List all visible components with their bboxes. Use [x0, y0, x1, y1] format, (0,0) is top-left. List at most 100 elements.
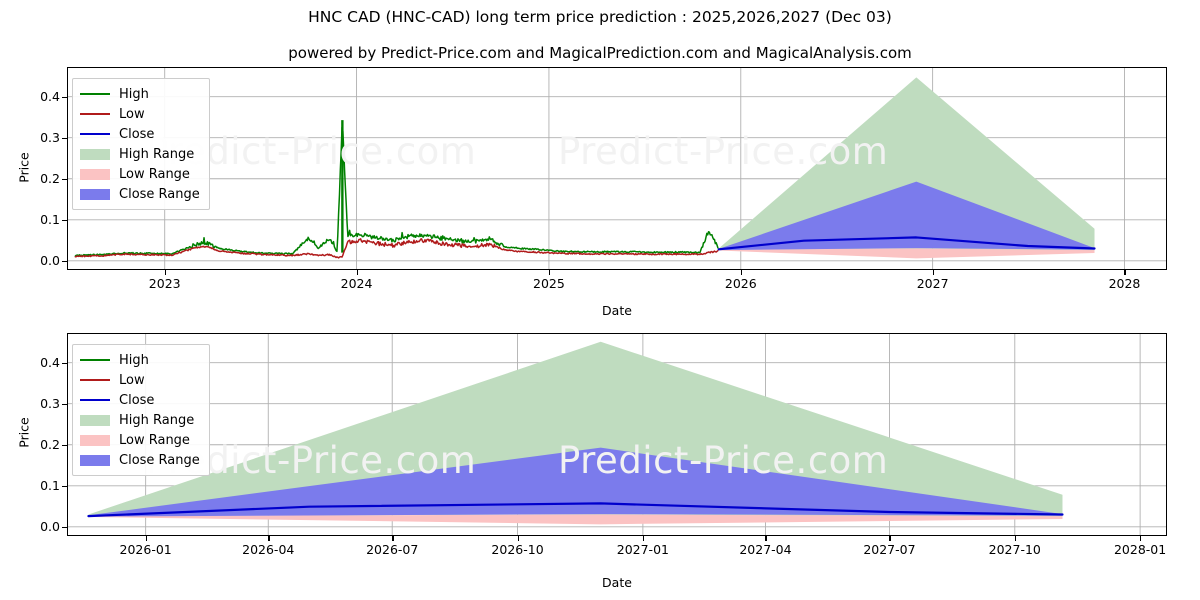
legend-label: Close: [119, 126, 155, 142]
bottom-y-axis-label: Price: [16, 417, 32, 448]
y-tick-mark: [62, 260, 67, 263]
legend-label: Close Range: [119, 452, 200, 468]
x-tick-label: 2028-01: [1113, 542, 1167, 557]
legend-item-high[interactable]: High: [80, 350, 200, 370]
legend-swatch-line: [80, 133, 110, 135]
x-tick-mark: [145, 536, 147, 541]
x-tick-label: 2026: [724, 276, 757, 291]
legend-item-high[interactable]: High: [80, 84, 200, 104]
y-tick-label: 0.1: [40, 211, 60, 227]
legend-swatch-line: [80, 113, 110, 115]
legend-label: Low: [119, 372, 145, 388]
x-tick-label: 2025: [533, 276, 565, 291]
bottom-chart-panel: Price 0.0 0.1 0.2 0.3 0.4 2026-01 2026-04 2026…: [0, 320, 1200, 600]
x-tick-mark: [268, 536, 270, 541]
x-tick-label: 2027-04: [739, 542, 792, 557]
x-tick-label: 2027-10: [988, 542, 1041, 557]
bottom-legend: High Low Close High Range Low Range Close Ran…: [72, 344, 210, 476]
top-chart-panel: Price 0.0 0.1 0.2 0.3 0.4 2023 2024 2025 2026 20…: [16, 67, 1167, 318]
legend-item-low[interactable]: Low: [80, 370, 200, 390]
y-tick-label: 0.3: [40, 129, 60, 145]
legend-item-close[interactable]: Close: [80, 390, 200, 410]
x-tick-mark: [642, 536, 645, 541]
watermark-right-2: Predict-Price.com: [558, 439, 889, 482]
x-tick-label: 2026-10: [491, 542, 544, 557]
y-tick-mark: [62, 219, 67, 222]
x-tick-mark: [164, 270, 166, 275]
legend-label: High Range: [119, 412, 195, 428]
watermark-right: Predict-Price.com: [558, 130, 889, 173]
legend-item-high-range[interactable]: High Range: [80, 144, 200, 164]
y-tick-mark: [62, 178, 67, 181]
y-tick-label: 0.4: [40, 88, 60, 104]
y-tick-mark: [62, 96, 67, 98]
y-tick-label: 0.4: [40, 354, 60, 370]
legend-item-close-range[interactable]: Close Range: [80, 184, 200, 204]
legend-item-close[interactable]: Close: [80, 124, 200, 144]
legend-swatch-patch: [80, 168, 110, 180]
x-tick-mark: [740, 270, 743, 275]
legend-item-close-range[interactable]: Close Range: [80, 450, 200, 470]
x-tick-mark: [765, 536, 767, 541]
y-tick-label: 0.2: [40, 170, 60, 186]
legend-label: Low Range: [119, 166, 190, 182]
top-plot-svg: [68, 68, 1166, 269]
y-tick-mark: [62, 137, 67, 140]
x-tick-mark: [932, 270, 934, 275]
x-tick-label: 2026-07: [366, 542, 419, 557]
y-tick-label: 0.2: [40, 436, 60, 452]
x-tick-mark: [392, 536, 394, 541]
x-tick-label: 2023: [148, 276, 181, 291]
x-tick-mark: [889, 536, 891, 541]
x-tick-mark: [517, 536, 519, 541]
legend-label: High Range: [119, 146, 195, 162]
x-tick-mark: [548, 270, 551, 275]
y-tick-label: 0.0: [40, 252, 60, 268]
x-tick-mark: [356, 270, 358, 275]
legend-item-high-range[interactable]: High Range: [80, 410, 200, 430]
bottom-plot-svg: [68, 334, 1166, 535]
bottom-x-axis-label: Date: [602, 575, 632, 590]
page-subtitle: powered by Predict-Price.com and Magical…: [288, 44, 912, 62]
legend-item-low[interactable]: Low: [80, 104, 200, 124]
x-tick-label: 2026-01: [119, 542, 172, 557]
x-tick-label: 2026-04: [242, 542, 295, 557]
y-tick-mark: [62, 485, 67, 488]
legend-swatch-line: [80, 379, 110, 381]
legend-label: Low Range: [119, 432, 190, 448]
y-tick-mark: [62, 526, 67, 529]
legend-swatch-patch: [80, 414, 110, 426]
legend-swatch-line: [80, 93, 110, 95]
legend-label: Close: [119, 392, 155, 408]
page-title: HNC CAD (HNC-CAD) long term price predic…: [308, 8, 892, 26]
legend-item-low-range[interactable]: Low Range: [80, 430, 200, 450]
x-tick-mark: [1124, 270, 1126, 275]
x-tick-label: 2028: [1108, 276, 1141, 291]
y-tick-mark: [62, 403, 67, 406]
top-legend: High Low Close High Range Low Range Close Ran…: [72, 78, 210, 210]
y-tick-mark: [62, 444, 67, 447]
x-tick-label: 2027: [916, 276, 949, 291]
y-tick-label: 0.0: [40, 518, 60, 534]
x-tick-mark: [1140, 536, 1142, 541]
legend-swatch-patch: [80, 454, 110, 466]
legend-swatch-patch: [80, 148, 110, 160]
legend-label: Low: [119, 106, 145, 122]
y-tick-mark: [62, 362, 67, 364]
legend-label: High: [119, 86, 149, 102]
top-plot-frame: Predict-Price.com Predict-Price.com: [67, 67, 1167, 270]
x-tick-mark: [1014, 536, 1017, 541]
bottom-plot-frame: Predict-Price.com Predict-Price.com: [67, 333, 1167, 536]
legend-item-low-range[interactable]: Low Range: [80, 164, 200, 184]
legend-swatch-patch: [80, 188, 110, 200]
top-y-axis-label: Price: [16, 152, 32, 183]
legend-label: Close Range: [119, 186, 200, 202]
legend-swatch-line: [80, 399, 110, 401]
y-tick-label: 0.3: [40, 395, 60, 411]
legend-swatch-line: [80, 359, 110, 361]
legend-label: High: [119, 352, 149, 368]
x-tick-label: 2027-07: [863, 542, 916, 557]
x-tick-label: 2027-01: [616, 542, 669, 557]
top-x-axis-label: Date: [602, 303, 632, 318]
legend-swatch-patch: [80, 434, 110, 446]
